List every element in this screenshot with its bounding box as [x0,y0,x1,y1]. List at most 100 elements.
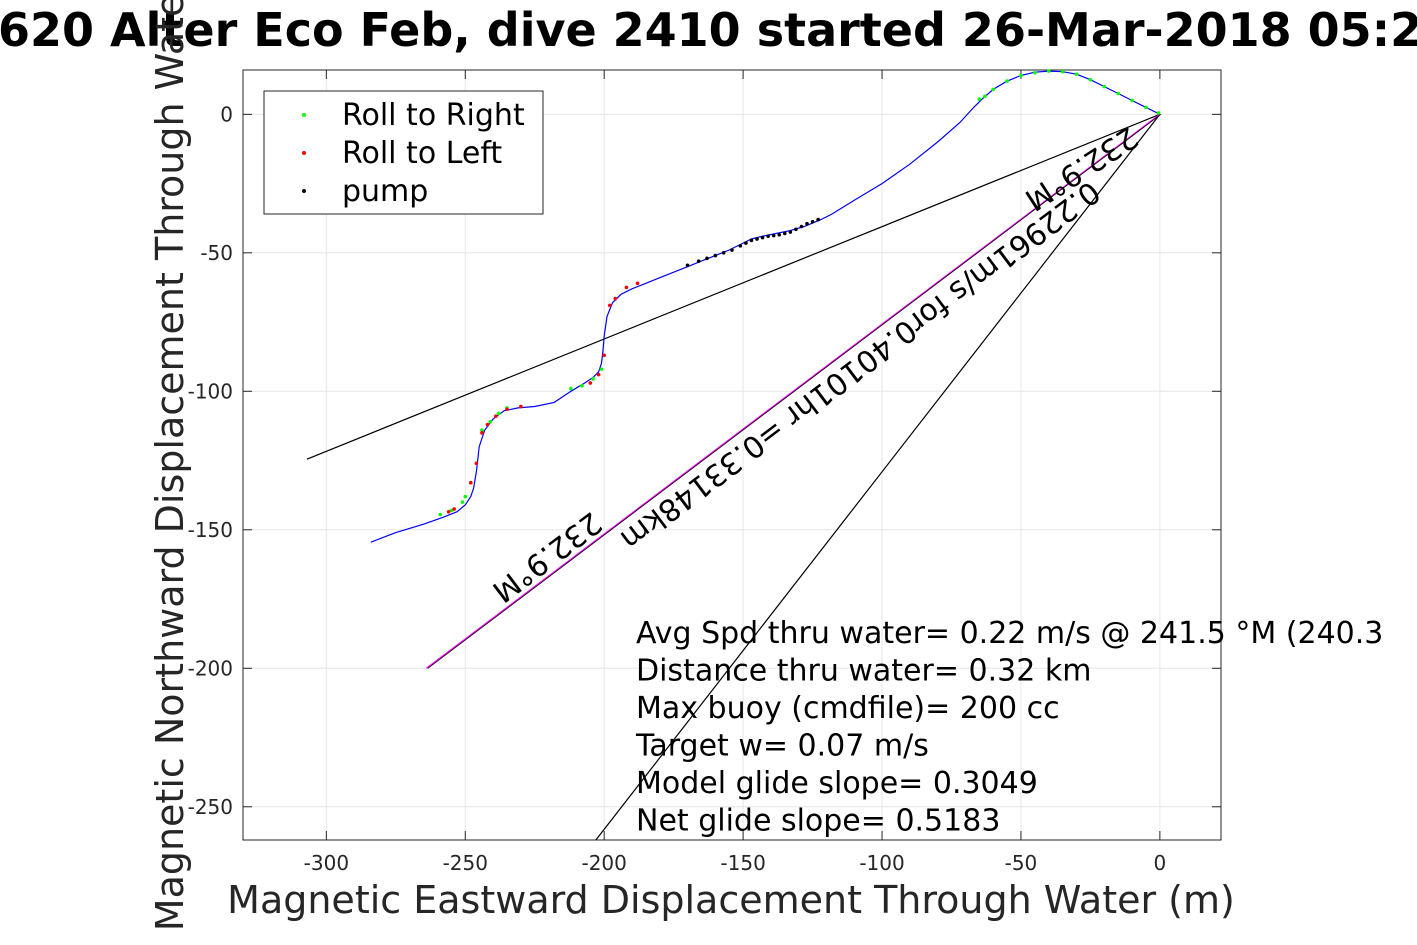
pump-point [749,238,754,243]
roll-left-point [607,303,612,308]
legend-marker-roll-left [302,151,306,155]
roll-left-point [469,480,473,485]
roll-left-point [480,431,484,435]
x-tick-label: -250 [443,851,488,875]
y-tick-label: -50 [200,241,233,265]
roll-left-point [452,507,456,511]
annotations-layer: Avg Spd thru water= 0.22 m/s @ 241.5 °M … [635,616,1383,839]
roll-right-point [463,494,468,499]
legend: Roll to Right Roll to Left pump [263,90,544,215]
roll-right-point [599,367,604,371]
pump-point [760,235,765,240]
roll-left-point [635,281,640,286]
legend-label-pump: pump [342,174,428,209]
roll-right-point [569,386,573,391]
roll-right-point [991,87,995,92]
x-tick-label: -150 [720,851,765,875]
roll-right-point [1088,77,1093,82]
roll-right-point [591,377,595,381]
reference-line-lower [595,113,1161,841]
roll-left-point [596,372,601,377]
annotation-line: Target w= 0.07 m/s [635,729,929,764]
roll-left-point [446,509,451,514]
rotated-heading-label-lower: 232.9°M [486,504,608,608]
roll-left-point [485,422,490,427]
roll-right-point [1156,111,1161,115]
pump-point [685,263,690,268]
y-tick-label: -150 [188,518,233,542]
roll-left-point [624,285,629,290]
roll-right-point [449,508,454,513]
roll-right-point [460,500,465,504]
chart-title: 620 Alter Eco Feb, dive 2410 started 26-… [0,3,1417,57]
roll-right-point [977,97,982,101]
roll-right-point [1144,105,1148,110]
roll-right-point [1074,72,1079,76]
roll-left-point [588,381,593,385]
pump-point [799,224,804,229]
roll-right-point [580,383,584,388]
pump-point [782,231,787,236]
net-displacement-line-shadow [427,113,1162,669]
pump-point [744,241,748,245]
x-tick-label: -50 [1005,851,1038,875]
roll-right-point [1102,84,1107,89]
pump-point [805,221,809,226]
pump-point [738,244,743,248]
annotation-line: Net glide slope= 0.5183 [636,804,1000,839]
legend-label-roll-left: Roll to Left [342,136,502,171]
pump-point [816,217,820,222]
annotation-line: Model glide slope= 0.3049 [636,766,1038,801]
pump-point [705,256,709,261]
roll-right-point [496,411,501,416]
roll-left-point [602,353,606,358]
roll-right-point [488,419,493,424]
roll-right-point [1130,98,1134,103]
annotation-line: Avg Spd thru water= 0.22 m/s @ 241.5 °M … [636,616,1383,651]
pump-point [755,237,759,241]
roll-left-point [494,414,498,419]
pump-point [771,233,776,238]
pump-point [810,219,815,224]
pump-point [730,248,734,252]
reference-lines-layer [306,113,1162,841]
pump-point [721,251,726,255]
glider-track-line [370,70,1161,543]
legend-marker-roll-right [302,113,306,117]
legend-label-roll-right: Roll to Right [342,98,525,133]
annotation-line: Max buoy (cmdfile)= 200 cc [636,691,1060,726]
pump-point [713,253,718,258]
x-axis-label: Magnetic Eastward Displacement Through W… [227,878,1235,922]
annotation-line: Distance thru water= 0.32 km [636,654,1091,689]
legend-box [263,90,544,215]
pump-point [788,230,793,234]
track-layer [370,70,1161,543]
points-layer [438,69,1161,517]
roll-right-point [438,512,443,517]
pump-point [794,227,798,232]
pump-point [696,259,701,263]
net-displacement-line [426,113,1161,669]
roll-right-point [983,94,987,99]
x-tick-label: -300 [304,851,349,875]
roll-right-point [1046,69,1051,73]
roll-right-point [1033,70,1037,75]
roll-left-point [474,461,479,466]
y-tick-label: -200 [188,656,233,680]
y-axis-label: Magnetic Northward Displacement Through … [148,0,192,931]
x-tick-label: -100 [859,851,904,875]
y-tick-label: -100 [188,379,233,403]
roll-right-point [1116,91,1120,96]
pump-point [777,233,782,237]
x-tick-label: -200 [581,851,626,875]
x-tick-label: 0 [1154,851,1167,875]
reference-line-upper [306,113,1161,460]
y-tick-label: 0 [220,102,233,126]
roll-right-point [1005,79,1009,83]
pump-point [766,234,770,238]
roll-right-point [480,428,484,432]
legend-marker-pump [302,189,306,193]
grid-layer [243,70,1221,840]
roll-right-point [1019,73,1023,78]
